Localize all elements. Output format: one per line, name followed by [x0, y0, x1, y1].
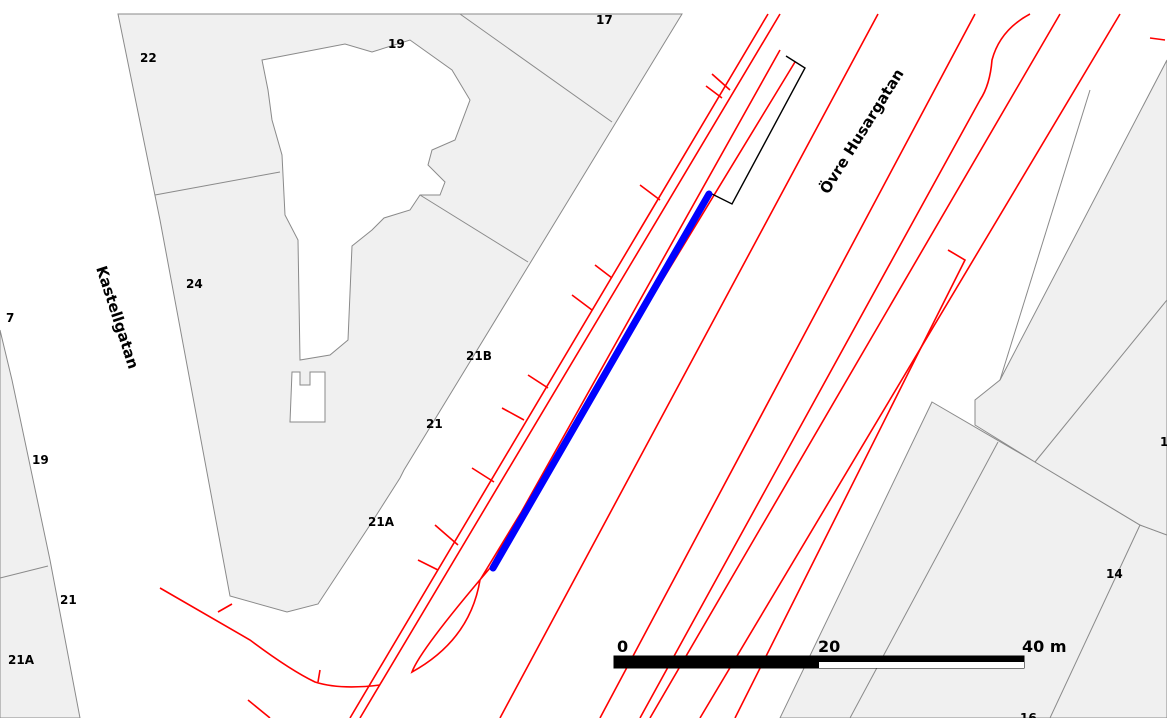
building-layer	[261, 39, 471, 423]
building-main	[261, 39, 471, 361]
parcel-label-7: 7	[6, 311, 14, 325]
parcel-label-17: 17	[596, 13, 613, 27]
parcel-label-21b: 21B	[466, 349, 492, 363]
parcel-label-21a-left: 21A	[8, 653, 35, 667]
parcel-label-21-left: 21	[60, 593, 77, 607]
scalebar-label-20: 20	[818, 637, 840, 656]
parcel-label-14: 14	[1106, 567, 1123, 581]
parcel-label-1: 1	[1160, 435, 1167, 449]
parcel-boundaries	[0, 13, 1167, 718]
building-small	[289, 371, 326, 423]
scalebar-label-40: 40 m	[1022, 637, 1067, 656]
parcel-label-19-left: 19	[32, 453, 49, 467]
street-label-kastellgatan: Kastellgatan	[92, 264, 142, 371]
parcel-block-right-upper	[974, 59, 1167, 536]
highlight-segment[interactable]	[489, 190, 713, 572]
scalebar-label-0: 0	[617, 637, 628, 656]
black-outline	[711, 55, 806, 205]
parcel-block-kastell	[117, 13, 683, 613]
road-lines	[159, 13, 1166, 718]
parcel-label-21a: 21A	[368, 515, 395, 529]
scalebar: 0 20 40 m	[613, 637, 1067, 669]
parcel-label-21: 21	[426, 417, 443, 431]
parcel-label-16: 16	[1020, 711, 1037, 718]
street-label-ovre-husargatan: Övre Husargatan	[815, 65, 907, 197]
parcel-label-24: 24	[186, 277, 203, 291]
parcel-label-22: 22	[140, 51, 157, 65]
parcel-block-left	[0, 329, 81, 718]
parcel-label-19: 19	[388, 37, 405, 51]
parcel-layer	[0, 13, 1167, 718]
